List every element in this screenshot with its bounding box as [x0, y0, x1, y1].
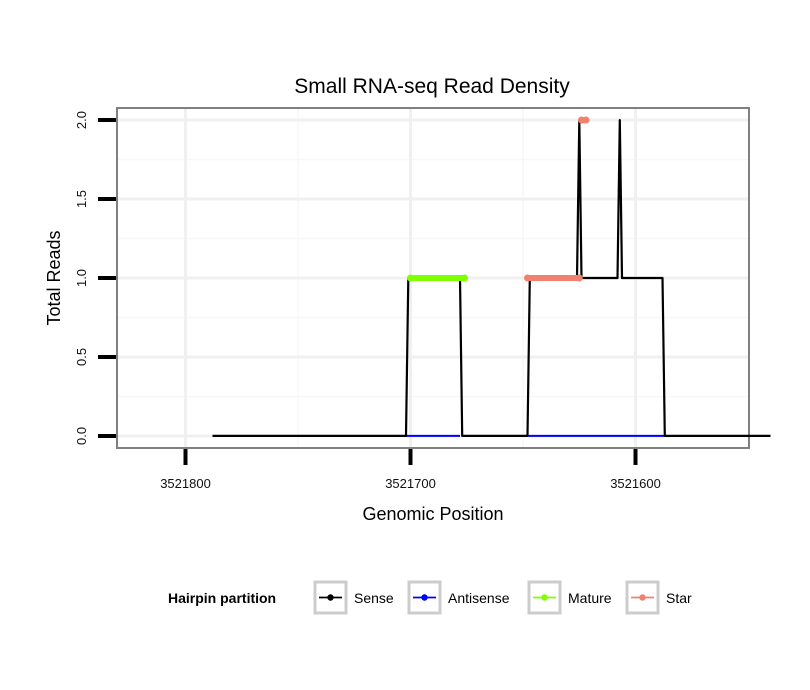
legend-item-antisense: Antisense [407, 580, 510, 615]
legend-label: Antisense [448, 590, 510, 606]
y-axis-label: Total Reads [44, 230, 64, 325]
point-mature [461, 274, 468, 282]
point-mature [407, 274, 414, 282]
y-tick-label: 2.0 [74, 111, 89, 129]
plot-panel [116, 107, 750, 449]
x-axis: 3521800 3521700 3521600 [160, 449, 661, 491]
legend-label: Star [666, 590, 692, 606]
legend-key-point [327, 594, 334, 601]
x-tick-label: 3521700 [385, 476, 436, 491]
point-star [575, 274, 583, 282]
series-layer [212, 116, 771, 437]
legend-item-sense: Sense [313, 580, 394, 615]
legend-label: Sense [354, 590, 394, 606]
point-star [524, 274, 531, 282]
x-axis-label: Genomic Position [362, 504, 503, 524]
y-tick-label: 0.5 [74, 348, 89, 366]
chart-title: Small RNA-seq Read Density [294, 75, 570, 98]
y-tick-label: 1.0 [74, 269, 89, 287]
legend: Hairpin partition Sense Antisense Mature St… [168, 580, 692, 615]
point-star [582, 116, 590, 124]
y-tick-label: 0.0 [74, 427, 89, 445]
legend-key-point [541, 594, 548, 601]
y-tick-label: 1.5 [74, 190, 89, 208]
legend-key-point [639, 594, 646, 601]
legend-item-mature: Mature [527, 580, 612, 615]
x-tick-label: 3521800 [160, 476, 211, 491]
legend-key-point [421, 594, 428, 601]
y-axis: 0.0 0.5 1.0 1.5 2.0 [74, 111, 116, 445]
legend-item-star: Star [625, 580, 692, 615]
legend-label: Mature [568, 590, 612, 606]
legend-title: Hairpin partition [168, 590, 276, 606]
x-tick-label: 3521600 [610, 476, 661, 491]
